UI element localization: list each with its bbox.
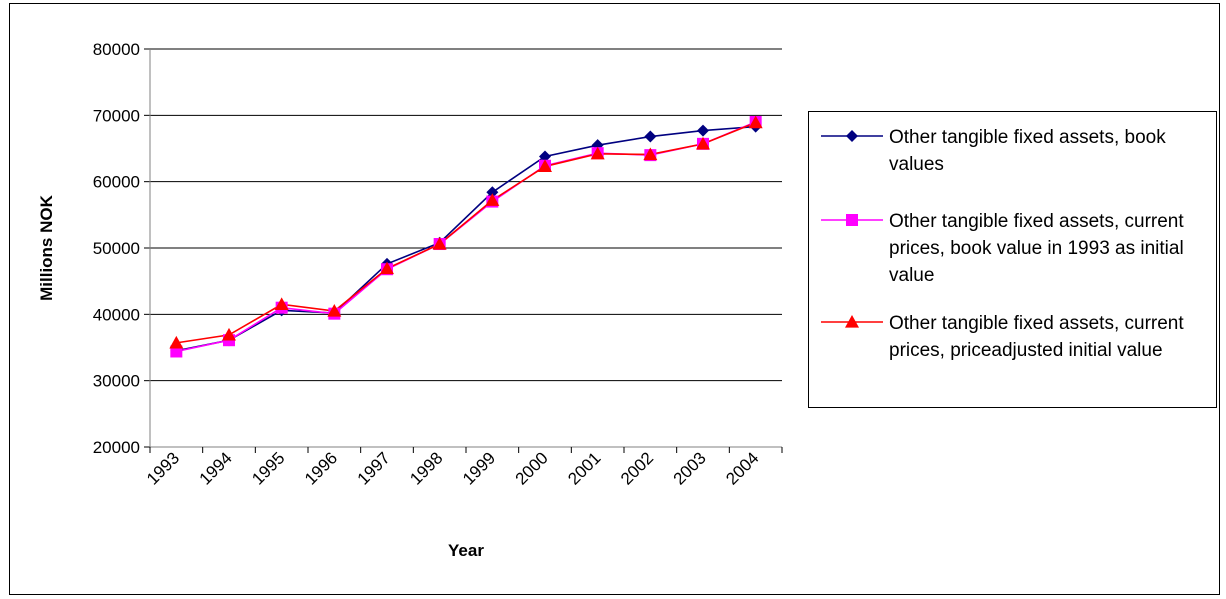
series-line-2: [176, 121, 756, 353]
x-tick-label: 2000: [512, 448, 552, 488]
data-point-diamond: [539, 150, 551, 163]
x-tick-label: 1993: [143, 448, 183, 488]
y-tick-label: 70000: [93, 106, 140, 125]
y-tick-label: 50000: [93, 239, 140, 258]
x-tick-label: 1995: [248, 448, 288, 488]
chart-frame: 20000 30000 40000 50000 60000 70000 80000 1993…: [9, 3, 1220, 595]
legend: Other tangible fixed assets, book values…: [808, 111, 1217, 408]
legend-label: Other tangible fixed assets, book values: [889, 127, 1166, 175]
x-tick-labels: 1993 1994 1995 1996 1997 1998 1999 2000 2001 2002…: [143, 448, 763, 488]
x-tick-label: 2003: [670, 448, 710, 488]
data-point-diamond: [486, 186, 499, 199]
data-point-triangle: [327, 304, 342, 317]
data-point-diamond: [697, 124, 709, 137]
x-tick-label: 1999: [459, 448, 499, 488]
data-point-triangle: [222, 327, 236, 341]
y-tick-label: 60000: [93, 173, 140, 192]
axes: [144, 48, 783, 453]
legend-label: Other tangible fixed assets, current pri…: [889, 211, 1184, 286]
y-tick-label: 20000: [93, 438, 140, 457]
legend-label: Other tangible fixed assets, current pri…: [889, 313, 1184, 361]
y-tick-labels: 20000 30000 40000 50000 60000 70000 80000: [93, 40, 140, 457]
x-tick-label: 1998: [406, 448, 446, 488]
data-point-triangle: [274, 297, 289, 310]
legend-swatch-marker: [845, 315, 859, 328]
y-tick-label: 30000: [93, 372, 140, 391]
legend-swatch-square: [821, 214, 883, 226]
series-lines: [176, 121, 756, 353]
data-point-triangle: [748, 115, 763, 129]
data-point-triangle: [485, 193, 500, 206]
gridlines: [150, 48, 782, 382]
data-point-triangle: [432, 237, 447, 250]
series-markers: [169, 115, 763, 358]
legend-swatch-triangle: [821, 315, 883, 328]
series-line-1: [176, 125, 756, 352]
x-tick-label: 1996: [301, 448, 341, 488]
x-axis-title: Year: [448, 541, 484, 560]
y-tick-label: 40000: [93, 305, 140, 324]
x-tick-label: 1997: [354, 448, 394, 488]
data-point-triangle: [590, 146, 605, 160]
data-point-triangle: [643, 147, 658, 161]
legend-swatch-marker: [846, 130, 858, 142]
x-tick-label: 2001: [564, 448, 604, 488]
x-tick-label: 1994: [196, 448, 236, 488]
data-point-triangle: [169, 335, 184, 349]
legend-swatch-diamond: [821, 130, 883, 142]
data-point-square: [170, 345, 183, 358]
x-tick-label: 2002: [617, 448, 657, 488]
y-axis-title: Millions NOK: [37, 194, 56, 301]
x-tick-label: 2004: [722, 448, 762, 488]
data-point-diamond: [644, 130, 657, 143]
data-point-triangle: [380, 261, 394, 275]
data-point-triangle: [696, 136, 710, 150]
y-tick-label: 80000: [93, 40, 140, 59]
series-line-3: [176, 121, 756, 344]
data-point-triangle: [538, 159, 552, 173]
line-chart: 20000 30000 40000 50000 60000 70000 80000 1993…: [37, 40, 783, 560]
legend-swatch-marker: [846, 214, 858, 226]
